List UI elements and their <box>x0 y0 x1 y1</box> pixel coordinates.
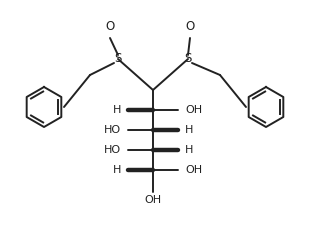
Text: S: S <box>184 52 192 65</box>
Text: H: H <box>185 125 193 135</box>
Text: H: H <box>185 145 193 155</box>
Text: O: O <box>105 20 115 34</box>
Text: HO: HO <box>104 145 121 155</box>
Text: H: H <box>113 165 121 175</box>
Text: H: H <box>113 105 121 115</box>
Text: OH: OH <box>185 105 202 115</box>
Text: OH: OH <box>144 195 162 205</box>
Text: OH: OH <box>185 165 202 175</box>
Text: O: O <box>185 20 195 34</box>
Text: S: S <box>114 52 122 65</box>
Text: HO: HO <box>104 125 121 135</box>
